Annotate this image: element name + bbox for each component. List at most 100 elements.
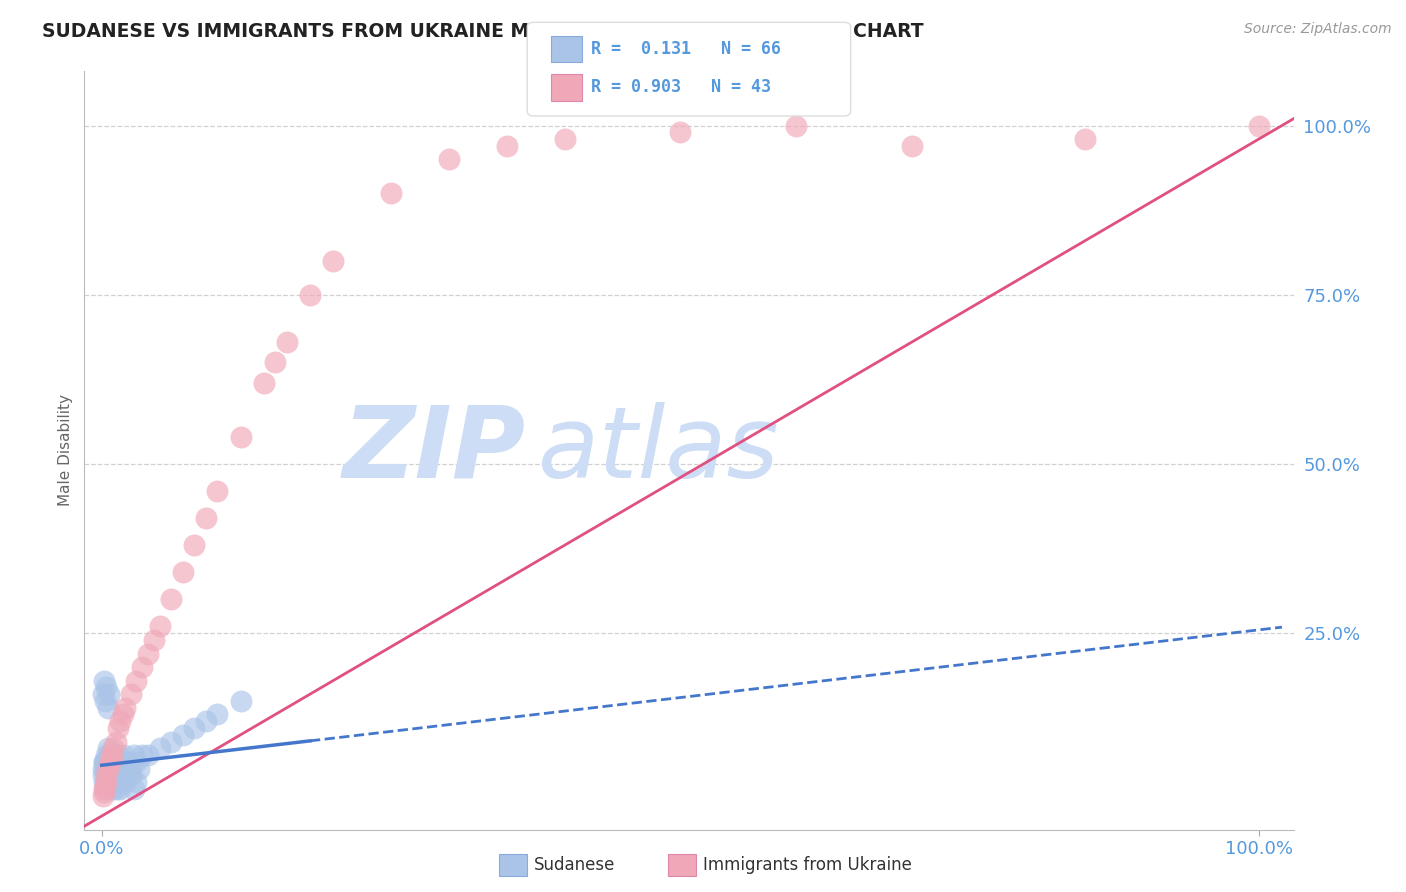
Point — [94, 755, 117, 769]
Point — [100, 748, 122, 763]
Point — [264, 355, 287, 369]
Point — [94, 762, 117, 776]
Point — [98, 755, 121, 769]
Point — [148, 741, 170, 756]
Point — [93, 785, 115, 799]
Point — [125, 673, 148, 688]
Point — [103, 768, 125, 782]
Point — [110, 714, 132, 729]
Point — [98, 755, 121, 769]
Point — [111, 762, 134, 776]
Point — [131, 748, 153, 763]
Point — [122, 748, 145, 763]
Point — [104, 734, 127, 748]
Y-axis label: Male Disability: Male Disability — [58, 394, 73, 507]
Point — [120, 687, 142, 701]
Point — [111, 768, 134, 782]
Point — [96, 748, 118, 763]
Point — [108, 762, 131, 776]
Point — [322, 254, 344, 268]
Text: R =  0.131   N = 66: R = 0.131 N = 66 — [591, 40, 780, 58]
Point — [194, 714, 217, 729]
Point — [148, 619, 170, 633]
Point — [97, 748, 120, 763]
Point — [105, 762, 128, 776]
Point — [101, 768, 124, 782]
Point — [100, 775, 122, 789]
Text: atlas: atlas — [538, 402, 779, 499]
Point — [107, 748, 129, 763]
Point — [107, 775, 129, 789]
Point — [94, 779, 117, 793]
Point — [91, 687, 114, 701]
Point — [142, 633, 165, 648]
Text: SUDANESE VS IMMIGRANTS FROM UKRAINE MALE DISABILITY CORRELATION CHART: SUDANESE VS IMMIGRANTS FROM UKRAINE MALE… — [42, 22, 924, 41]
Point — [136, 748, 159, 763]
Point — [100, 748, 122, 763]
Point — [105, 781, 128, 796]
Point — [115, 762, 138, 776]
Point — [229, 694, 252, 708]
Point — [93, 775, 115, 789]
Point — [94, 694, 117, 708]
Point — [96, 762, 118, 776]
Point — [108, 768, 131, 782]
Point — [114, 775, 136, 789]
Point — [298, 287, 321, 301]
Point — [207, 707, 229, 722]
Point — [94, 762, 117, 776]
Point — [128, 762, 150, 776]
Point — [120, 762, 142, 776]
Point — [229, 430, 252, 444]
Point — [194, 511, 217, 525]
Point — [495, 138, 517, 153]
Point — [98, 762, 121, 776]
Point — [93, 673, 115, 688]
Point — [125, 775, 148, 789]
Point — [160, 734, 183, 748]
Point — [107, 721, 129, 735]
Point — [93, 755, 115, 769]
Point — [114, 700, 136, 714]
Point — [110, 755, 132, 769]
Point — [207, 484, 229, 499]
Point — [669, 125, 692, 139]
Point — [380, 186, 402, 201]
Point — [101, 751, 124, 765]
Point — [125, 755, 148, 769]
Point — [111, 707, 134, 722]
Point — [172, 566, 194, 580]
Point — [437, 153, 460, 167]
Text: Sudanese: Sudanese — [534, 856, 616, 874]
Text: R = 0.903   N = 43: R = 0.903 N = 43 — [591, 78, 770, 96]
Point — [91, 762, 114, 776]
Point — [103, 748, 125, 763]
Point — [172, 728, 194, 742]
Point — [91, 768, 114, 782]
Point — [93, 781, 115, 796]
Point — [98, 768, 121, 782]
Point — [96, 681, 118, 695]
Point — [103, 775, 125, 789]
Text: Immigrants from Ukraine: Immigrants from Ukraine — [703, 856, 912, 874]
Point — [253, 376, 276, 390]
Point — [115, 755, 138, 769]
Point — [554, 132, 576, 146]
Point — [104, 755, 127, 769]
Point — [114, 768, 136, 782]
Point — [122, 781, 145, 796]
Point — [96, 741, 118, 756]
Point — [97, 762, 120, 776]
Point — [103, 741, 125, 756]
Point — [96, 755, 118, 769]
Point — [183, 721, 205, 735]
Point — [96, 700, 118, 714]
Point — [131, 660, 153, 674]
Point — [97, 758, 120, 772]
Point — [96, 775, 118, 789]
Point — [96, 768, 118, 782]
Point — [101, 755, 124, 769]
Text: ZIP: ZIP — [343, 402, 526, 499]
Text: Source: ZipAtlas.com: Source: ZipAtlas.com — [1244, 22, 1392, 37]
Point — [900, 138, 922, 153]
